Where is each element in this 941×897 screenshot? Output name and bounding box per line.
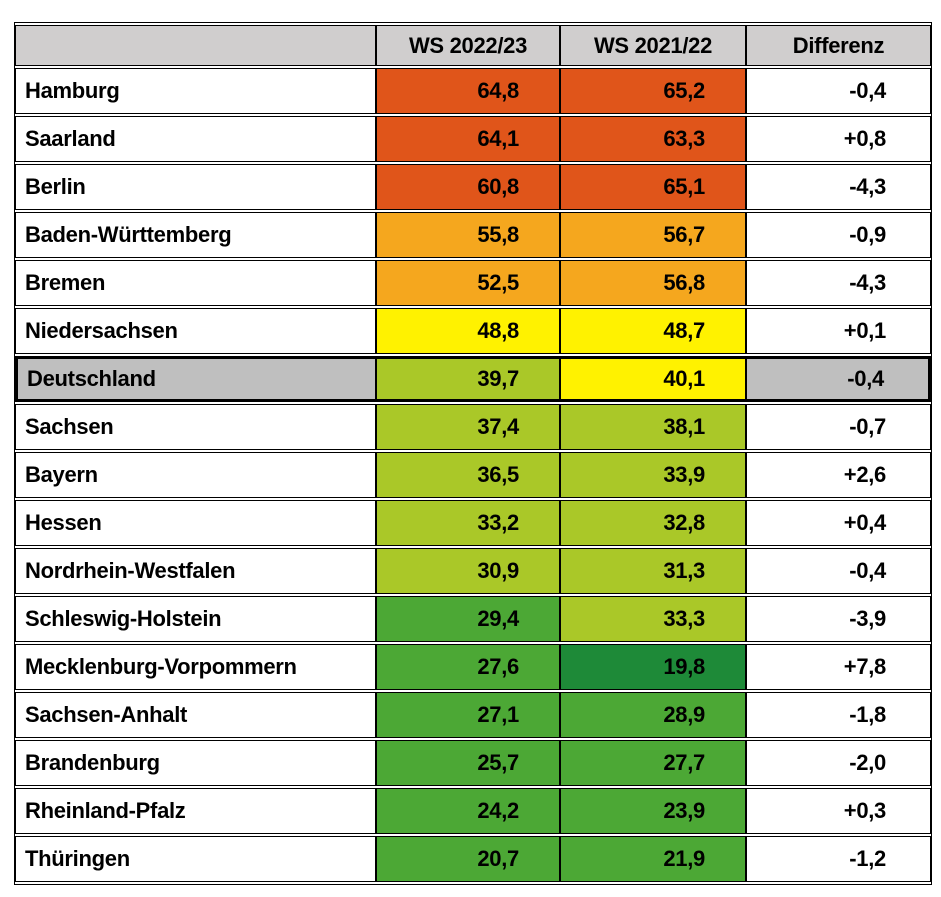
- differenz-cell: -3,9: [746, 596, 931, 642]
- table-row: Deutschland 39,7 40,1 -0,4: [15, 356, 931, 402]
- table-row: Sachsen-Anhalt 27,1 28,9 -1,8: [15, 692, 931, 738]
- differenz-cell: -2,0: [746, 740, 931, 786]
- state-name-cell: Saarland: [15, 116, 376, 162]
- state-name-cell: Sachsen-Anhalt: [15, 692, 376, 738]
- differenz-cell: -0,4: [746, 68, 931, 114]
- ws-2022-23-cell: 24,2: [376, 788, 560, 834]
- state-name-cell: Berlin: [15, 164, 376, 210]
- state-comparison-table: WS 2022/23 WS 2021/22 Differenz Hamburg …: [14, 22, 932, 885]
- ws-2022-23-cell: 29,4: [376, 596, 560, 642]
- state-name-cell: Mecklenburg-Vorpommern: [15, 644, 376, 690]
- state-name-cell: Bremen: [15, 260, 376, 306]
- col-header-differenz: Differenz: [746, 25, 931, 66]
- ws-2022-23-cell: 55,8: [376, 212, 560, 258]
- state-name-cell: Baden-Württemberg: [15, 212, 376, 258]
- differenz-cell: -0,9: [746, 212, 931, 258]
- header-row: WS 2022/23 WS 2021/22 Differenz: [15, 25, 931, 66]
- state-name-cell: Hamburg: [15, 68, 376, 114]
- state-name-cell: Niedersachsen: [15, 308, 376, 354]
- table-row: Baden-Württemberg 55,8 56,7 -0,9: [15, 212, 931, 258]
- state-name-cell: Thüringen: [15, 836, 376, 882]
- table-row: Hamburg 64,8 65,2 -0,4: [15, 68, 931, 114]
- ws-2021-22-cell: 40,1: [560, 356, 746, 402]
- state-name-cell: Schleswig-Holstein: [15, 596, 376, 642]
- differenz-cell: -0,4: [746, 548, 931, 594]
- ws-2022-23-cell: 39,7: [376, 356, 560, 402]
- state-name-cell: Nordrhein-Westfalen: [15, 548, 376, 594]
- state-name-cell: Deutschland: [15, 356, 376, 402]
- table-row: Hessen 33,2 32,8 +0,4: [15, 500, 931, 546]
- ws-2022-23-cell: 64,1: [376, 116, 560, 162]
- ws-2022-23-cell: 27,1: [376, 692, 560, 738]
- differenz-cell: +0,4: [746, 500, 931, 546]
- table-row: Berlin 60,8 65,1 -4,3: [15, 164, 931, 210]
- differenz-cell: +0,1: [746, 308, 931, 354]
- table-row: Thüringen 20,7 21,9 -1,2: [15, 836, 931, 882]
- ws-2022-23-cell: 25,7: [376, 740, 560, 786]
- state-name-cell: Brandenburg: [15, 740, 376, 786]
- ws-2021-22-cell: 19,8: [560, 644, 746, 690]
- col-header-ws-2021-22: WS 2021/22: [560, 25, 746, 66]
- ws-2022-23-cell: 36,5: [376, 452, 560, 498]
- ws-2021-22-cell: 27,7: [560, 740, 746, 786]
- ws-2022-23-cell: 48,8: [376, 308, 560, 354]
- table-row: Rheinland-Pfalz 24,2 23,9 +0,3: [15, 788, 931, 834]
- ws-2022-23-cell: 60,8: [376, 164, 560, 210]
- differenz-cell: +7,8: [746, 644, 931, 690]
- ws-2021-22-cell: 48,7: [560, 308, 746, 354]
- differenz-cell: -1,2: [746, 836, 931, 882]
- ws-2021-22-cell: 28,9: [560, 692, 746, 738]
- differenz-cell: -4,3: [746, 164, 931, 210]
- ws-2021-22-cell: 32,8: [560, 500, 746, 546]
- differenz-cell: +0,3: [746, 788, 931, 834]
- ws-2022-23-cell: 37,4: [376, 404, 560, 450]
- ws-2021-22-cell: 56,7: [560, 212, 746, 258]
- differenz-cell: -0,4: [746, 356, 931, 402]
- differenz-cell: -0,7: [746, 404, 931, 450]
- ws-2021-22-cell: 21,9: [560, 836, 746, 882]
- ws-2022-23-cell: 27,6: [376, 644, 560, 690]
- state-name-cell: Sachsen: [15, 404, 376, 450]
- table-row: Sachsen 37,4 38,1 -0,7: [15, 404, 931, 450]
- ws-2021-22-cell: 65,2: [560, 68, 746, 114]
- ws-2021-22-cell: 63,3: [560, 116, 746, 162]
- table-row: Bremen 52,5 56,8 -4,3: [15, 260, 931, 306]
- ws-2021-22-cell: 31,3: [560, 548, 746, 594]
- ws-2021-22-cell: 56,8: [560, 260, 746, 306]
- ws-2021-22-cell: 65,1: [560, 164, 746, 210]
- ws-2021-22-cell: 23,9: [560, 788, 746, 834]
- table-row: Schleswig-Holstein 29,4 33,3 -3,9: [15, 596, 931, 642]
- ws-2021-22-cell: 33,3: [560, 596, 746, 642]
- table-row: Mecklenburg-Vorpommern 27,6 19,8 +7,8: [15, 644, 931, 690]
- differenz-cell: +0,8: [746, 116, 931, 162]
- ws-2021-22-cell: 38,1: [560, 404, 746, 450]
- state-name-cell: Rheinland-Pfalz: [15, 788, 376, 834]
- table-row: Bayern 36,5 33,9 +2,6: [15, 452, 931, 498]
- ws-2022-23-cell: 30,9: [376, 548, 560, 594]
- table-header: WS 2022/23 WS 2021/22 Differenz: [15, 25, 931, 66]
- table-row: Brandenburg 25,7 27,7 -2,0: [15, 740, 931, 786]
- ws-2022-23-cell: 64,8: [376, 68, 560, 114]
- ws-2021-22-cell: 33,9: [560, 452, 746, 498]
- ws-2022-23-cell: 33,2: [376, 500, 560, 546]
- state-name-cell: Bayern: [15, 452, 376, 498]
- state-name-cell: Hessen: [15, 500, 376, 546]
- col-header-state: [15, 25, 376, 66]
- differenz-cell: +2,6: [746, 452, 931, 498]
- col-header-ws-2022-23: WS 2022/23: [376, 25, 560, 66]
- ws-2022-23-cell: 52,5: [376, 260, 560, 306]
- table-row: Niedersachsen 48,8 48,7 +0,1: [15, 308, 931, 354]
- differenz-cell: -4,3: [746, 260, 931, 306]
- table-row: Saarland 64,1 63,3 +0,8: [15, 116, 931, 162]
- differenz-cell: -1,8: [746, 692, 931, 738]
- table-row: Nordrhein-Westfalen 30,9 31,3 -0,4: [15, 548, 931, 594]
- table-body: Hamburg 64,8 65,2 -0,4 Saarland 64,1 63,…: [15, 68, 931, 882]
- ws-2022-23-cell: 20,7: [376, 836, 560, 882]
